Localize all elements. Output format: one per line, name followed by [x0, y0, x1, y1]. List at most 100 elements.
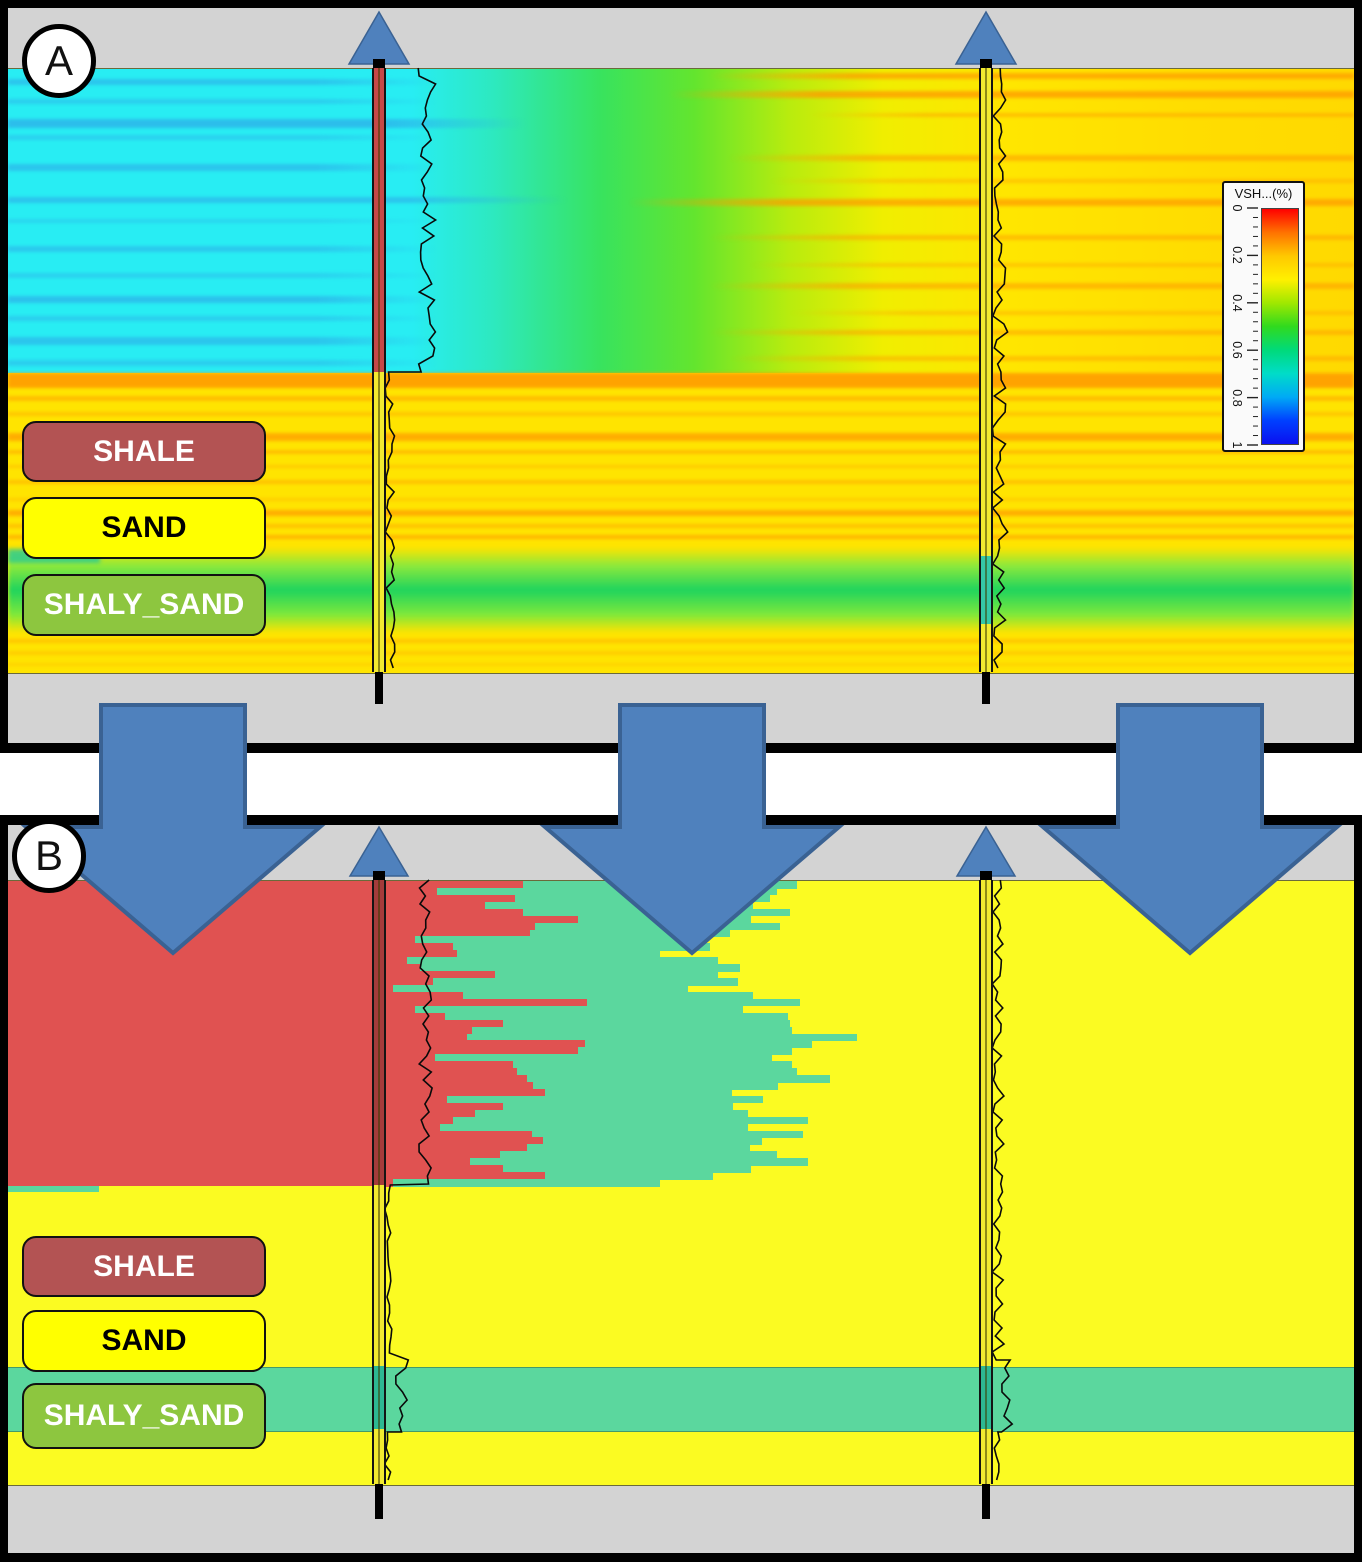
- shale-strip: [386, 1047, 578, 1055]
- well-head-square: [980, 59, 992, 68]
- well-track-1-segment: [372, 372, 386, 672]
- shale-strip: [386, 922, 535, 931]
- shaly-sand-strip: [532, 1130, 803, 1139]
- shaly-sand-strip: [475, 1109, 748, 1118]
- facies-label-shaly_sand: SHALY_SAND: [22, 574, 266, 636]
- shale-strip: [386, 1172, 545, 1180]
- well-stub: [982, 1484, 990, 1519]
- shaly-sand-strip: [517, 1068, 797, 1076]
- shale-strip: [386, 1019, 503, 1028]
- shaly-sand-strip: [415, 1005, 743, 1014]
- colorbar-tick-label: 1: [1230, 441, 1244, 449]
- shaly-sand-strip: [527, 1144, 750, 1152]
- shale-strip: [386, 971, 495, 979]
- panel-b-badge: B: [12, 819, 86, 893]
- panel-a-vsh-model: SHALE SAND SHALY_SAND VSH...(%) 0 0.2 0.4 0.6…: [8, 8, 1354, 743]
- well-track-2-segment: [979, 624, 993, 672]
- shaly-sand-strip: [503, 1102, 733, 1111]
- shale-strip: [386, 1061, 513, 1069]
- well-track-1-segment: [372, 1429, 386, 1484]
- facies-label-shale: SHALE: [22, 1236, 266, 1297]
- shaly-sand-strip: [470, 1158, 808, 1166]
- shale-strip: [386, 1130, 532, 1139]
- shale-strip: [386, 908, 523, 917]
- well-track-1-segment: [372, 68, 386, 372]
- shaly-sand-strip: [503, 1019, 790, 1028]
- well-head-square: [373, 59, 385, 68]
- well-head-square: [373, 871, 385, 880]
- well-head-square: [980, 871, 992, 880]
- facies-label-shaly_sand: SHALY_SAND: [22, 1383, 266, 1449]
- well-marker-arrow-icon: [347, 10, 411, 65]
- shaly-sand-strip: [527, 1075, 830, 1083]
- well-track-2-segment: [979, 1429, 993, 1484]
- shaly-sand-strip: [435, 1054, 772, 1062]
- shaly-sand-strip: [433, 978, 738, 986]
- shaly-sand-strip: [533, 1082, 778, 1090]
- panel-b-letter: B: [34, 832, 63, 879]
- shaly-sand-strip: [545, 1172, 713, 1180]
- shaly-sand-strip: [543, 1137, 762, 1145]
- well-stub: [375, 672, 383, 704]
- well-stub: [375, 1484, 383, 1519]
- colorbar-tick-label: 0.6: [1230, 341, 1244, 359]
- well-track-2-segment: [979, 1366, 993, 1429]
- shale-strip: [386, 998, 587, 1007]
- vsh-colorbar: [1261, 208, 1299, 445]
- shale-block: [8, 881, 386, 1186]
- well-marker-arrow-icon: [954, 10, 1018, 65]
- shaly-sand-strip: [447, 1095, 763, 1104]
- shaly-sand-strip: [495, 971, 718, 979]
- panel-gap: [0, 753, 1362, 815]
- shale-strip: [386, 1179, 393, 1187]
- shaly-sand-strip: [440, 1123, 748, 1132]
- teal-strip: [8, 1186, 99, 1192]
- shaly-sand-strip: [463, 991, 753, 1000]
- colorbar-tick-label: 0.2: [1230, 246, 1244, 265]
- colorbar-tick-label: 0.4: [1230, 294, 1244, 312]
- shale-strip: [386, 1040, 585, 1048]
- shale-strip: [386, 915, 578, 924]
- shaly-sand-strip: [407, 957, 718, 965]
- colorbar-ticks: [1247, 207, 1258, 446]
- shaly-sand-strip: [467, 1033, 857, 1042]
- facies-label-sand: SAND: [22, 497, 266, 559]
- shaly-sand-strip: [453, 1116, 808, 1125]
- shale-strip: [386, 1102, 503, 1111]
- well-track-2-segment: [979, 68, 993, 556]
- well-stub: [982, 672, 990, 704]
- well-track-1-segment: [372, 1366, 386, 1429]
- shale-strip: [386, 894, 515, 903]
- shaly-sand-strip: [578, 1047, 792, 1055]
- well-track-2-segment: [979, 880, 993, 1366]
- shaly-sand-strip: [503, 1165, 751, 1173]
- panel-b-facies-model: SHALE SAND SHALY_SAND B: [8, 819, 1354, 1553]
- shale-strip: [386, 901, 485, 910]
- shaly-sand-strip: [393, 1179, 660, 1187]
- shale-strip: [386, 1082, 533, 1090]
- shaly-sand-strip: [420, 964, 740, 972]
- well-marker-arrow-icon: [348, 825, 410, 877]
- shaly-sand-strip: [393, 984, 688, 993]
- shaly-sand-strip: [513, 1061, 792, 1069]
- shale-strip: [386, 1068, 517, 1076]
- colorbar-title: VSH...(%): [1234, 186, 1293, 201]
- shale-strip: [386, 1165, 503, 1173]
- vsh-colorbar-legend: VSH...(%) 0 0.2 0.4 0.6 0.8 1: [1222, 181, 1305, 452]
- shaly-sand-strip: [472, 1026, 792, 1035]
- shale-strip: [386, 1151, 500, 1159]
- well-track-1-segment: [372, 880, 386, 1185]
- shale-strip: [386, 881, 523, 889]
- facies-label-shale: SHALE: [22, 421, 266, 482]
- well-marker-arrow-icon: [955, 825, 1017, 877]
- colorbar-tick-label: 0.8: [1230, 388, 1244, 407]
- shaly-sand-strip: [545, 1088, 732, 1097]
- shale-strip: [386, 1088, 545, 1097]
- shaly-sand-strip: [500, 1151, 777, 1159]
- shaly-sand-strip: [585, 1040, 812, 1048]
- panel-a-badge: A: [22, 24, 96, 98]
- shale-strip: [386, 1144, 527, 1152]
- shale-strip: [386, 1137, 543, 1145]
- colorbar-tick-label: 0: [1230, 204, 1244, 212]
